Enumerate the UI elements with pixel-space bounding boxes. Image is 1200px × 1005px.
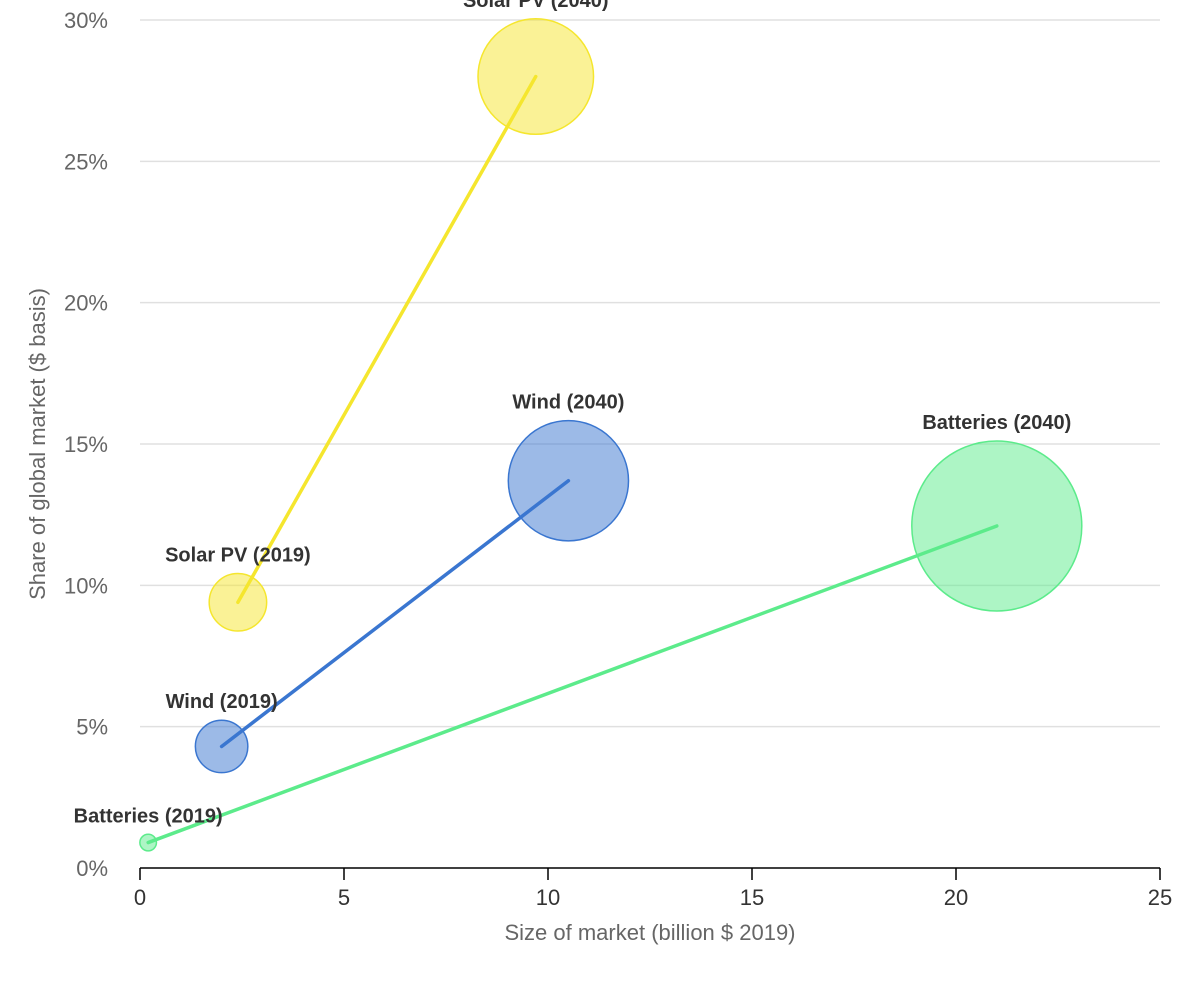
y-tick-label: 5% [76,715,108,740]
y-tick-label: 25% [64,149,108,174]
series-line-solar-pv [236,74,538,605]
data-label: Solar PV (2019) [165,545,311,567]
y-tick-label: 30% [64,8,108,33]
x-tick-label: 20 [944,885,968,910]
data-label: Batteries (2040) [922,412,1071,434]
y-axis-title: Share of global market ($ basis) [25,288,50,600]
y-tick-label: 20% [64,291,108,316]
data-label: Solar PV (2040) [463,0,609,12]
series-line-wind [219,478,571,749]
y-tick-label: 10% [64,573,108,598]
data-label: Batteries (2019) [74,805,223,827]
x-axis-title: Size of market (billion $ 2019) [504,920,795,945]
y-tick-label: 0% [76,856,108,881]
y-tick-label: 15% [64,432,108,457]
x-tick-label: 25 [1148,885,1172,910]
x-tick-label: 0 [134,885,146,910]
series-line-batteries [146,524,999,845]
x-tick-label: 10 [536,885,560,910]
data-label: Wind (2040) [512,392,624,414]
x-tick-label: 5 [338,885,350,910]
x-tick-label: 15 [740,885,764,910]
data-label: Wind (2019) [166,691,278,713]
